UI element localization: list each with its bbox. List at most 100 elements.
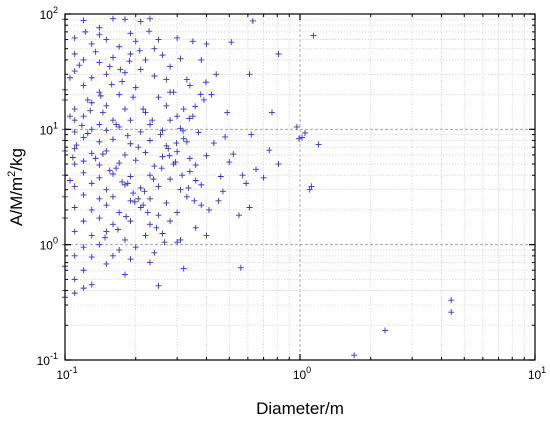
- data-point: [116, 209, 123, 216]
- data-point: [159, 127, 166, 134]
- data-point: [165, 145, 172, 152]
- x-tick-label: 10-1: [56, 365, 77, 382]
- data-point: [151, 249, 158, 256]
- data-point: [80, 113, 87, 120]
- data-point: [142, 149, 149, 156]
- data-point: [185, 184, 192, 191]
- data-point: [109, 252, 116, 259]
- data-point: [159, 52, 166, 59]
- data-point: [130, 94, 137, 101]
- data-point: [137, 18, 144, 25]
- data-point: [71, 276, 78, 283]
- data-point: [71, 128, 78, 135]
- data-point: [224, 109, 231, 116]
- data-point: [71, 183, 78, 190]
- data-point: [135, 195, 142, 202]
- data-point: [144, 209, 151, 216]
- data-point: [186, 168, 193, 175]
- data-point: [142, 232, 149, 239]
- data-point: [109, 117, 116, 124]
- data-point: [147, 259, 154, 266]
- data-point: [96, 121, 103, 128]
- data-point: [299, 134, 306, 141]
- data-point: [151, 73, 158, 80]
- data-point: [174, 209, 181, 216]
- data-point: [239, 172, 246, 179]
- data-point: [80, 17, 87, 24]
- data-point: [237, 264, 244, 271]
- data-point: [132, 244, 139, 251]
- data-point: [215, 197, 222, 204]
- data-point: [142, 109, 149, 116]
- data-point: [174, 113, 181, 120]
- data-point: [192, 162, 199, 169]
- data-point: [226, 159, 233, 166]
- data-point: [136, 47, 143, 54]
- data-point: [97, 92, 104, 99]
- data-point: [132, 84, 139, 91]
- data-point: [206, 206, 213, 213]
- x-tick-labels: 10-1 100 101: [56, 365, 546, 382]
- data-point: [127, 30, 134, 37]
- data-point: [96, 138, 103, 145]
- data-point: [66, 113, 73, 120]
- data-point: [88, 206, 95, 213]
- data-point: [315, 141, 322, 148]
- data-point: [295, 135, 302, 142]
- data-point: [159, 153, 166, 160]
- data-point: [249, 17, 256, 24]
- data-point: [174, 239, 181, 246]
- data-point: [248, 131, 255, 138]
- data-point: [80, 267, 87, 274]
- data-point: [141, 188, 148, 195]
- data-point: [121, 69, 128, 76]
- grid: [65, 14, 535, 360]
- data-point: [228, 39, 235, 46]
- data-point: [127, 197, 134, 204]
- data-point: [275, 161, 282, 168]
- data-point: [246, 204, 253, 211]
- data-points: [62, 15, 455, 359]
- data-point: [167, 89, 174, 96]
- data-point: [96, 195, 103, 202]
- data-point: [203, 152, 210, 159]
- data-point: [177, 125, 184, 132]
- data-point: [173, 140, 180, 147]
- data-point: [96, 24, 103, 31]
- x-tick-label: 100: [293, 365, 311, 382]
- tick-marks: [64, 13, 536, 361]
- data-point: [351, 352, 358, 359]
- data-point: [71, 68, 78, 75]
- data-point: [92, 48, 99, 55]
- data-point: [96, 215, 103, 222]
- y-tick-label: 100: [40, 236, 58, 253]
- data-point: [99, 109, 106, 116]
- data-point: [180, 265, 187, 272]
- data-point: [78, 122, 85, 129]
- data-point: [109, 170, 116, 177]
- data-point: [73, 142, 80, 149]
- data-point: [121, 151, 128, 158]
- data-point: [108, 81, 115, 88]
- data-point: [106, 63, 113, 70]
- data-point: [150, 176, 157, 183]
- data-point: [127, 173, 134, 180]
- data-point: [113, 165, 120, 172]
- data-point: [96, 59, 103, 66]
- data-point: [121, 16, 128, 23]
- y-tick-label: 101: [40, 120, 58, 137]
- data-point: [135, 144, 142, 151]
- data-point: [275, 50, 282, 57]
- data-point: [124, 180, 131, 187]
- data-point: [88, 254, 95, 261]
- data-point: [103, 260, 110, 267]
- data-point: [88, 281, 95, 288]
- data-point: [155, 282, 162, 289]
- data-point: [88, 126, 95, 133]
- data-point: [109, 136, 116, 143]
- data-point: [103, 127, 110, 134]
- y-tick-label: 102: [40, 5, 58, 22]
- data-point: [69, 154, 76, 161]
- data-point: [167, 117, 174, 124]
- data-point: [80, 285, 87, 292]
